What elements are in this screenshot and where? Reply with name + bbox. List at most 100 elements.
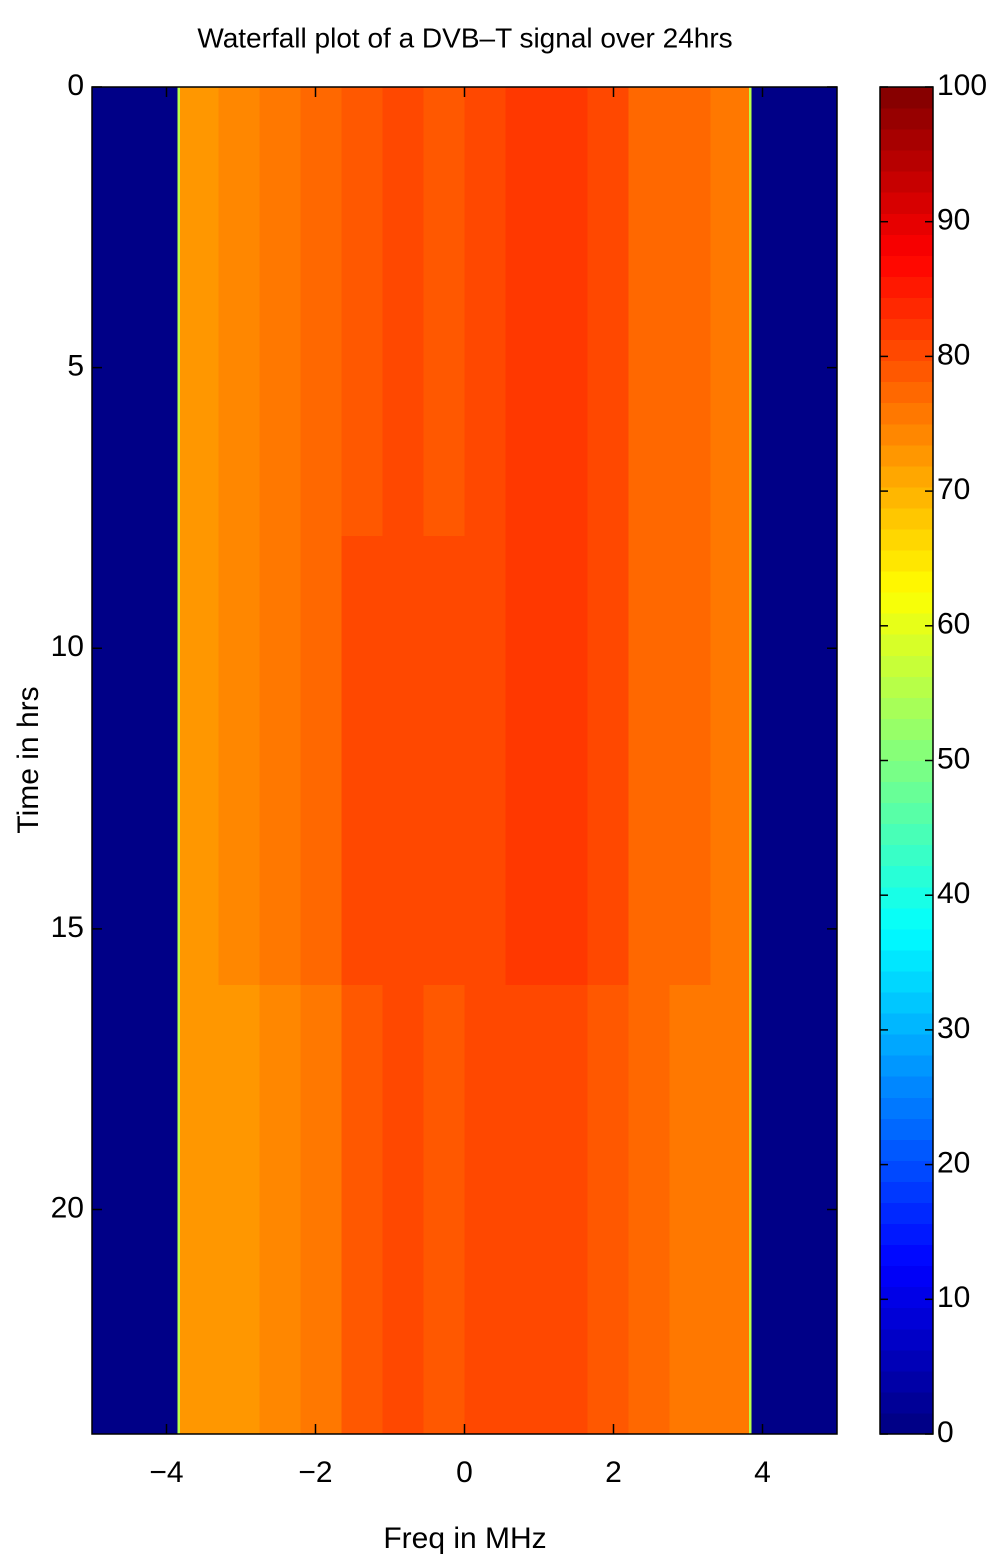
y-tick-label: 0 [67,69,84,102]
colorbar-swatch [880,213,933,235]
colorbar-swatch [880,1244,933,1267]
heatmap-cell [628,87,670,537]
heatmap-cell [628,536,670,986]
colorbar-swatch [880,129,933,151]
colorbar-tick-label: 70 [937,473,970,506]
heatmap-cell [751,536,838,986]
heatmap-cell [546,87,588,537]
heatmap-cell [259,985,302,1435]
heatmap-cell [341,536,384,986]
colorbar-tick-label: 0 [937,1416,954,1449]
heatmap-cell [669,985,711,1435]
colorbar-swatch [880,339,933,362]
chart-title: Waterfall plot of a DVB–T signal over 24… [197,22,732,53]
y-tick-label: 10 [51,630,84,663]
heatmap-cell [505,87,547,537]
heatmap-cell [751,87,838,537]
colorbar-swatch [880,192,933,214]
y-tick-label: 5 [67,350,84,383]
heatmap-cell [300,536,343,986]
colorbar-swatch [880,402,933,425]
heatmap-cell [710,536,750,986]
heatmap-cell [464,87,506,537]
colorbar-swatch [880,255,933,277]
colorbar-swatch [880,381,933,404]
colorbar-swatch [880,465,933,488]
heatmap-cell [505,985,547,1435]
colorbar-swatch [880,1223,933,1246]
colorbar-swatch [880,360,933,383]
colorbar-swatch [880,1076,933,1098]
heatmap-cell [382,985,425,1435]
heatmap-cell [587,87,629,537]
colorbar-swatch [880,171,933,193]
heatmap-cell [710,87,750,537]
colorbar-swatch [880,949,933,972]
colorbar-tick-label: 50 [937,742,970,775]
colorbar-swatch [880,676,933,698]
colorbar-swatch [880,1328,933,1351]
colorbar-swatch [880,486,933,509]
colorbar-swatch [880,1370,933,1393]
colorbar-swatch [880,1097,933,1119]
heatmap-cell [92,985,179,1435]
colorbar-swatch [880,150,933,172]
heatmap-cell [546,985,588,1435]
heatmap-cell [423,87,465,537]
colorbar-swatch [880,1118,933,1140]
heatmap-cell [464,985,506,1435]
heatmap-cell [382,87,425,537]
heatmap-cell [218,536,261,986]
colorbar-swatch [880,592,933,614]
colorbar-tick-label: 20 [937,1147,970,1180]
colorbar-swatch [880,1349,933,1372]
colorbar-swatch [880,1265,933,1288]
colorbar-swatch [880,1391,933,1414]
colorbar-tick-label: 100 [937,69,987,102]
heatmap-cell [464,536,506,986]
colorbar-swatch [880,1013,933,1035]
heatmap-cell [179,87,220,537]
heatmap-cell [218,985,261,1435]
colorbar-swatch [880,781,933,804]
colorbar-swatch [880,970,933,993]
colorbar-swatch [880,1307,933,1330]
heatmap-cell [92,87,179,537]
colorbar-swatch [880,718,933,740]
heatmap-cell [300,87,343,537]
colorbar-swatch [880,108,933,130]
colorbar-swatch [880,1202,933,1225]
heatmap-cell [341,87,384,537]
x-tick-label: 4 [754,1456,771,1489]
heatmap-cell [382,536,425,986]
colorbar-swatch [880,823,933,846]
y-tick-label: 20 [51,1191,84,1224]
heatmap-cell [749,87,752,537]
heatmap-cell [177,985,181,1435]
colorbar-swatch [880,87,933,109]
colorbar-tick-label: 10 [937,1281,970,1314]
colorbar-swatch [880,802,933,825]
colorbar-swatch [880,1412,933,1435]
heatmap-cell [218,87,261,537]
colorbar-swatch [880,634,933,656]
y-axis-label: Time in hrs [12,686,45,833]
heatmap-cell [177,87,181,537]
colorbar-tick-label: 30 [937,1012,970,1045]
heatmap-cell [341,985,384,1435]
heatmap-cell [92,536,179,986]
heatmap-cell [587,985,629,1435]
x-tick-label: 2 [605,1456,622,1489]
heatmap-cell [179,985,220,1435]
colorbar-swatch [880,318,933,341]
colorbar-swatch [880,613,933,635]
colorbar-swatch [880,528,933,551]
heatmap-cell [259,87,302,537]
colorbar-swatch [880,1034,933,1056]
colorbar-swatch [880,760,933,783]
heatmap-cell [628,985,670,1435]
x-tick-label: −2 [298,1456,332,1489]
colorbar-swatch [880,907,933,930]
heatmap-cell [587,536,629,986]
